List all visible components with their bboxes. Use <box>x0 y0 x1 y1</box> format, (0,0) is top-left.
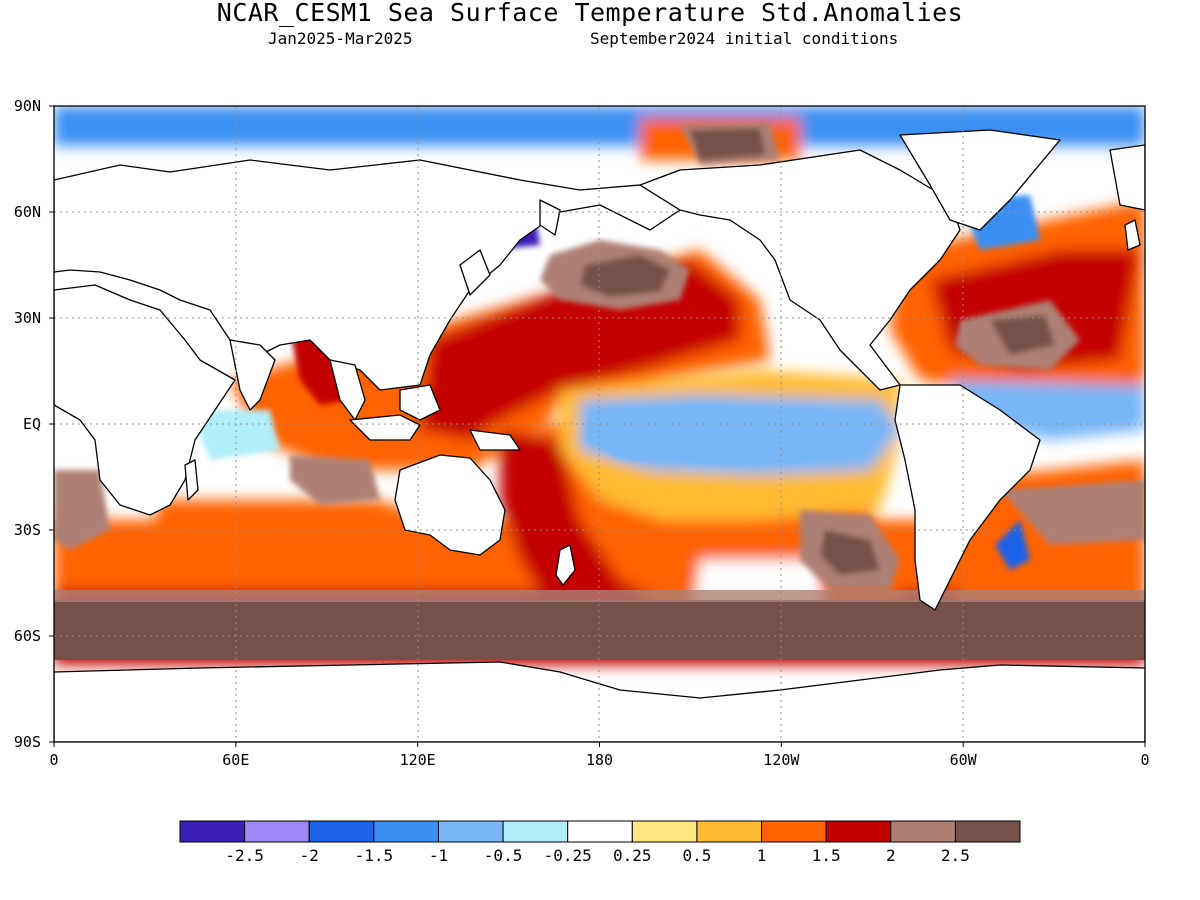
new-zealand-landmass <box>555 544 576 586</box>
south-america-landmass <box>894 384 1041 611</box>
lon-tick-label: 0 <box>49 751 58 769</box>
lon-tick-label: 0 <box>1140 751 1149 769</box>
chart-title: NCAR_CESM1 Sea Surface Temperature Std.A… <box>216 0 964 27</box>
colorbar-label: 1 <box>757 846 767 865</box>
map-axes: 90N 60N 30N EQ 30S 60S 90S 0 60E 120E 180 120W 60W 0 <box>14 97 1150 769</box>
colorbar-swatch <box>696 820 763 843</box>
colorbar-swatch <box>567 820 633 843</box>
colorbar-label: -1 <box>429 846 448 865</box>
land-masses <box>54 129 1145 742</box>
north-america-landmass <box>639 149 961 391</box>
eurasia-landmass <box>54 159 681 391</box>
anomaly-cores <box>54 122 1145 590</box>
lon-tick-label: 60E <box>222 751 249 769</box>
colorbar-swatch <box>825 820 892 843</box>
madagascar-landmass <box>184 459 199 501</box>
graticule <box>54 106 1145 742</box>
greenland-landmass <box>899 129 1061 231</box>
colorbar-label: -2.5 <box>225 846 264 865</box>
lat-tick-label: 90S <box>14 733 41 751</box>
colorbar-swatch <box>631 820 698 843</box>
colorbar-swatch <box>437 820 504 843</box>
colorbar-swatch <box>308 820 375 843</box>
colorbar-label: -0.25 <box>544 846 592 865</box>
maritime-continent <box>349 414 421 441</box>
lat-tick-label: 60N <box>14 203 41 221</box>
lon-tick-label: 60W <box>950 751 978 769</box>
europe-east-landmass <box>1109 144 1145 211</box>
colorbar: -2.5 -2 -1.5 -1 -0.5 -0.25 0.25 0.5 1 1.5 2 2.5 <box>179 820 1021 865</box>
australia-landmass <box>394 454 506 556</box>
colorbar-label: -0.5 <box>484 846 523 865</box>
africa-landmass <box>54 284 236 516</box>
southern-ocean-band <box>54 600 1145 660</box>
colorbar-label: -1.5 <box>355 846 394 865</box>
colorbar-swatch <box>502 820 569 843</box>
lat-tick-label: 30S <box>14 521 41 539</box>
colorbar-label: 0.5 <box>682 846 711 865</box>
indochina-landmass <box>329 359 366 421</box>
lon-tick-label: 120W <box>763 751 800 769</box>
colorbar-swatch <box>373 820 439 843</box>
japan-landmass <box>459 249 491 296</box>
colorbar-swatch <box>761 820 827 843</box>
colorbar-label: -2 <box>300 846 319 865</box>
lat-tick-label: 30N <box>14 309 41 327</box>
colorbar-label: 2 <box>886 846 896 865</box>
lon-tick-label: 180 <box>586 751 613 769</box>
lon-tick-label: 120E <box>400 751 436 769</box>
colorbar-swatch <box>890 820 956 843</box>
uk-landmass <box>1124 219 1141 251</box>
colorbar-swatch <box>954 820 1021 843</box>
initial-conditions: September2024 initial conditions <box>590 29 899 48</box>
map-panel <box>54 106 1145 742</box>
lat-tick-label: 90N <box>14 97 41 115</box>
colorbar-swatch <box>244 820 310 843</box>
new-guinea-landmass <box>469 429 521 451</box>
colorbar-label: 1.5 <box>812 846 841 865</box>
lat-tick-label: 60S <box>14 627 41 645</box>
lat-tick-label: EQ <box>23 415 41 433</box>
borneo-landmass <box>399 384 441 421</box>
forecast-period: Jan2025-Mar2025 <box>268 29 413 48</box>
colorbar-swatch <box>179 820 246 843</box>
colorbar-label: 0.25 <box>613 846 652 865</box>
antarctica-landmass <box>54 661 1145 742</box>
india-landmass <box>229 339 276 411</box>
colorbar-label: 2.5 <box>941 846 970 865</box>
kamchatka-landmass <box>539 199 561 236</box>
